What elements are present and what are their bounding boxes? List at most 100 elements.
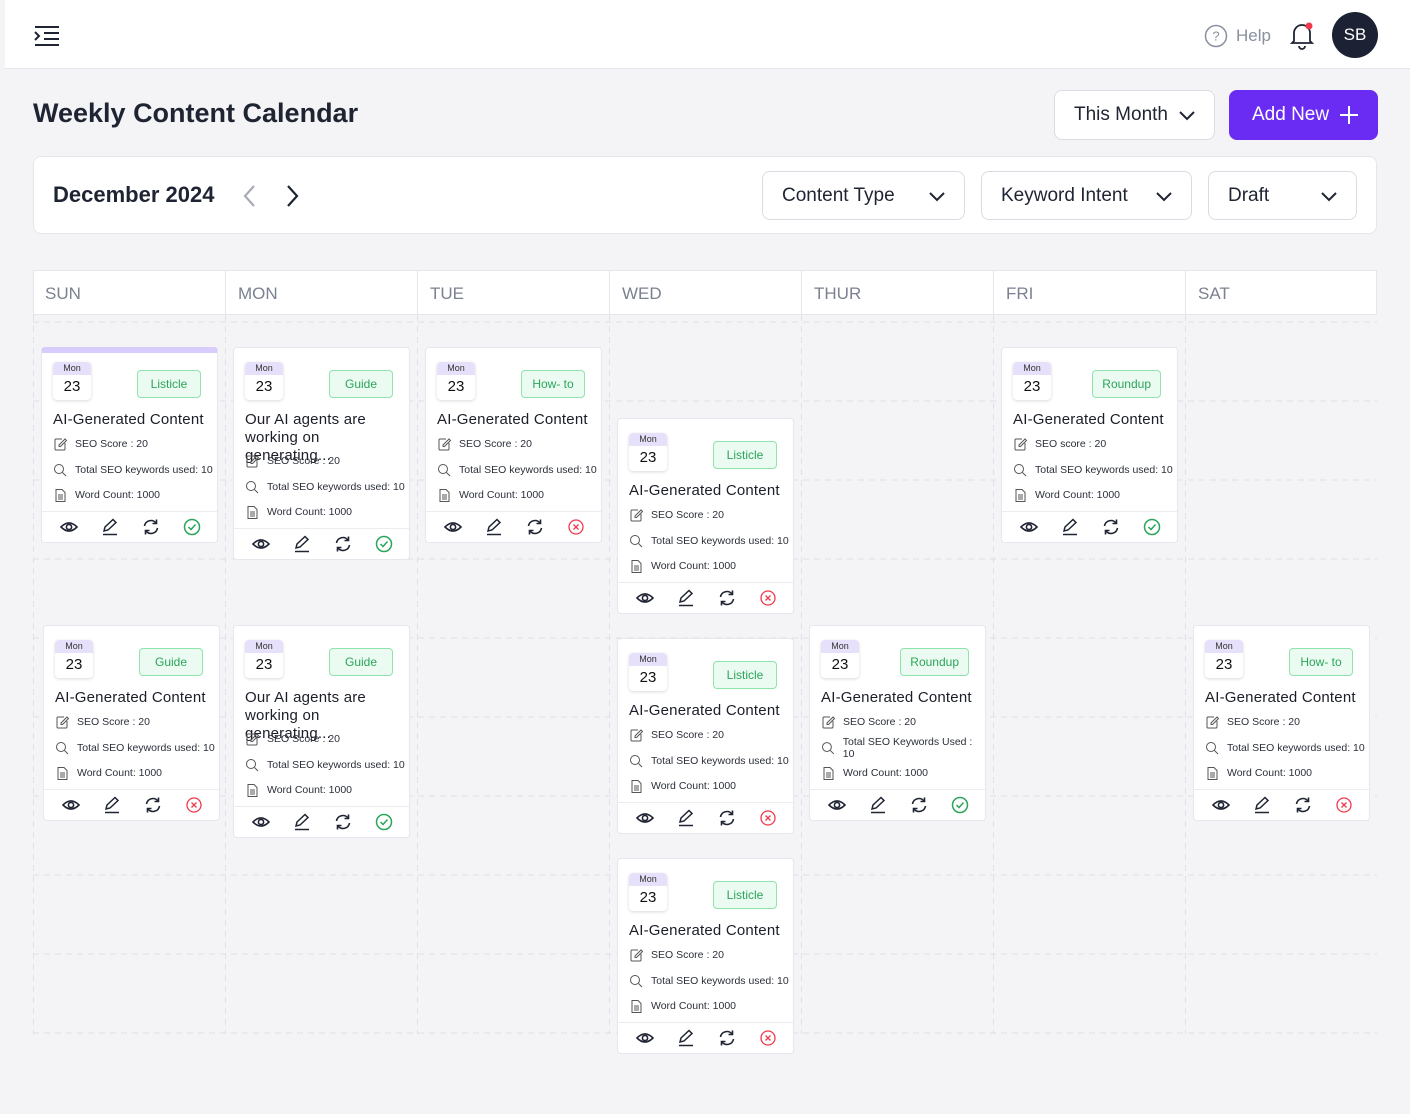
icon-part xyxy=(634,508,644,518)
edit-action[interactable] xyxy=(677,809,695,827)
help-icon[interactable]: ? xyxy=(1204,24,1228,48)
view-action[interactable] xyxy=(60,518,78,536)
add-new-button[interactable]: Add New xyxy=(1229,90,1378,140)
view-action[interactable] xyxy=(62,796,80,814)
regenerate-action[interactable] xyxy=(334,813,352,831)
edit-action[interactable] xyxy=(1061,518,1079,536)
view-action[interactable] xyxy=(1020,518,1038,536)
icon-part xyxy=(60,772,65,777)
icon-part xyxy=(294,813,310,828)
notifications[interactable] xyxy=(1288,20,1316,50)
regenerate-action[interactable] xyxy=(1294,796,1312,814)
content-card[interactable]: Mon 23 Listicle AI-Generated Content SEO Sco… xyxy=(41,347,218,543)
meta-text: Word Count: 1000 xyxy=(459,489,545,501)
icon-part xyxy=(444,522,462,532)
view-action[interactable] xyxy=(636,1029,654,1047)
regenerate-action[interactable] xyxy=(144,796,162,814)
icon-part xyxy=(634,1005,639,1010)
divider xyxy=(1002,511,1177,512)
icon-part xyxy=(1062,518,1078,533)
weekday: Mon xyxy=(629,873,667,886)
reject-status[interactable] xyxy=(759,589,777,607)
content-card[interactable]: Mon 23 Listicle AI-Generated Content SEO Sco… xyxy=(617,858,794,1054)
reject-status[interactable] xyxy=(567,518,585,536)
approve-status[interactable] xyxy=(183,518,201,536)
icon-part xyxy=(1336,797,1352,813)
content-card[interactable]: Mon 23 Roundup AI-Generated Content SEO scor… xyxy=(1001,347,1178,543)
filter-select[interactable]: Draft xyxy=(1208,171,1357,220)
icon-part xyxy=(1103,519,1119,535)
regenerate-action[interactable] xyxy=(718,809,736,827)
edit-action[interactable] xyxy=(869,796,887,814)
divider xyxy=(618,582,793,583)
edit-action[interactable] xyxy=(293,535,311,553)
content-card[interactable]: Mon 23 Guide AI-Generated Content SEO Score … xyxy=(43,625,220,821)
view-action[interactable] xyxy=(828,796,846,814)
menu-toggle[interactable] xyxy=(33,24,61,48)
icon-part xyxy=(822,716,834,728)
reject-status[interactable] xyxy=(759,1029,777,1047)
view-action[interactable] xyxy=(444,518,462,536)
date-badge: Mon 23 xyxy=(821,640,859,678)
reject-status[interactable] xyxy=(759,809,777,827)
meta-text: Word Count: 1000 xyxy=(651,780,737,792)
content-tag: Listicle xyxy=(713,661,777,689)
approve-status[interactable] xyxy=(375,535,393,553)
meta-row: SEO Score : 20 xyxy=(245,731,340,747)
edit-action[interactable] xyxy=(677,589,695,607)
content-card[interactable]: Mon 23 Guide Our AI agents are working on g… xyxy=(233,625,410,838)
content-card[interactable]: Mon 23 Guide Our AI agents are working on g… xyxy=(233,347,410,560)
icon-part xyxy=(630,754,640,765)
icon-part xyxy=(67,801,75,809)
view-action[interactable] xyxy=(636,589,654,607)
approve-status[interactable] xyxy=(1143,518,1161,536)
regenerate-action[interactable] xyxy=(718,589,736,607)
meta-icon xyxy=(439,488,450,502)
approve-status[interactable] xyxy=(951,796,969,814)
icon-part xyxy=(1305,22,1313,30)
date: 23 xyxy=(1215,656,1233,673)
icon-part xyxy=(254,488,259,493)
card-actions xyxy=(636,589,777,607)
regenerate-action[interactable] xyxy=(1102,518,1120,536)
icon-part xyxy=(1214,749,1219,754)
content-card[interactable]: Mon 23 Listicle AI-Generated Content SEO Sco… xyxy=(617,418,794,614)
content-card[interactable]: Mon 23 How- to AI-Generated Content SEO Scor… xyxy=(425,347,602,543)
help-link[interactable]: Help xyxy=(1236,26,1271,45)
content-card[interactable]: Mon 23 How- to AI-Generated Content SEO Scor… xyxy=(1193,625,1370,821)
view-action[interactable] xyxy=(252,813,270,831)
view-action[interactable] xyxy=(252,535,270,553)
edit-action[interactable] xyxy=(677,1029,695,1047)
next-month[interactable] xyxy=(282,183,302,209)
meta-row: Word Count: 1000 xyxy=(1013,487,1120,503)
view-action[interactable] xyxy=(1212,796,1230,814)
reject-status[interactable] xyxy=(1335,796,1353,814)
filter-select[interactable]: Keyword Intent xyxy=(981,171,1192,220)
meta-row: SEO Score : 20 xyxy=(629,947,724,963)
icon-part xyxy=(191,802,197,808)
meta-text: Total SEO keywords used: 10 xyxy=(267,481,405,493)
meta-icon xyxy=(56,741,69,754)
content-card[interactable]: Mon 23 Roundup AI-Generated Content SEO Scor… xyxy=(809,625,986,821)
prev-month[interactable] xyxy=(240,183,260,209)
avatar[interactable]: SB xyxy=(1332,12,1378,58)
view-action[interactable] xyxy=(636,809,654,827)
edit-action[interactable] xyxy=(103,796,121,814)
regenerate-action[interactable] xyxy=(526,518,544,536)
edit-action[interactable] xyxy=(101,518,119,536)
range-label: This Month xyxy=(1074,104,1168,125)
reject-status[interactable] xyxy=(185,796,203,814)
day-name: THUR xyxy=(801,271,993,316)
edit-action[interactable] xyxy=(485,518,503,536)
regenerate-action[interactable] xyxy=(718,1029,736,1047)
regenerate-action[interactable] xyxy=(334,535,352,553)
range-select[interactable]: This Month xyxy=(1054,90,1215,140)
filter-select[interactable]: Content Type xyxy=(762,171,965,220)
icon-part xyxy=(446,471,451,476)
approve-status[interactable] xyxy=(375,813,393,831)
content-card[interactable]: Mon 23 Listicle AI-Generated Content SEO Sco… xyxy=(617,638,794,834)
regenerate-action[interactable] xyxy=(142,518,160,536)
regenerate-action[interactable] xyxy=(910,796,928,814)
edit-action[interactable] xyxy=(293,813,311,831)
edit-action[interactable] xyxy=(1253,796,1271,814)
